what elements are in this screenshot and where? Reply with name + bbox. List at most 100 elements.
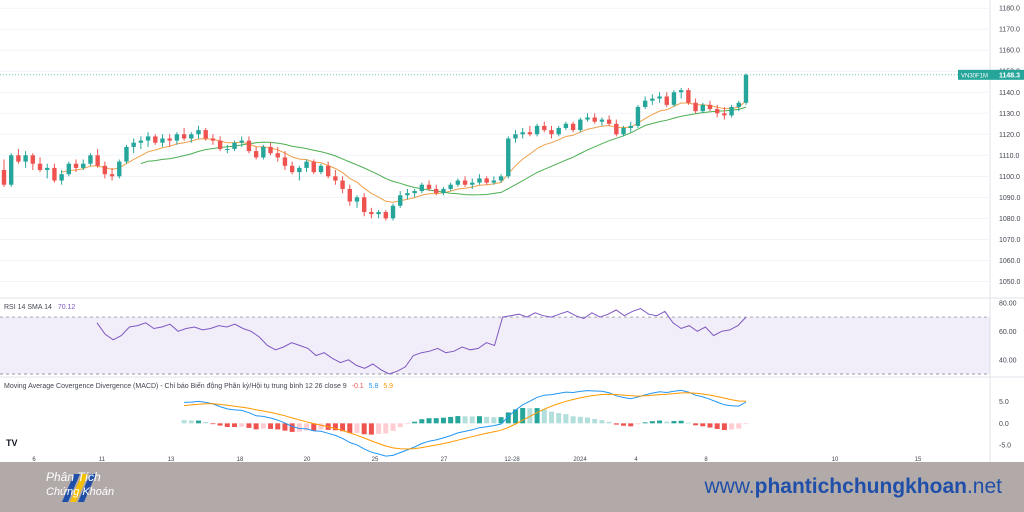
rsi-tick-label: 40.00 <box>999 357 1017 364</box>
macd-legend: Moving Average Covergence Divergence (MA… <box>4 383 393 390</box>
macd-histogram-bar <box>707 423 713 428</box>
candle-body <box>664 96 669 105</box>
macd-histogram-bar <box>592 418 598 424</box>
candle-body <box>117 161 122 177</box>
candle-body <box>167 138 172 141</box>
macd-histogram-bar <box>729 423 735 430</box>
candle-body <box>678 90 684 93</box>
chart-area[interactable]: 1180.01170.01160.01150.01140.01130.01120… <box>0 0 1024 462</box>
candle-body <box>174 134 180 141</box>
candle-body <box>405 193 410 196</box>
candle-body <box>325 165 331 177</box>
candle-body <box>304 161 309 168</box>
macd-histogram-bar <box>671 421 677 424</box>
macd-histogram-bar <box>649 421 655 424</box>
price-tick-label: 1130.0 <box>999 111 1020 118</box>
candle-body <box>81 163 86 168</box>
candle-body <box>16 155 21 162</box>
macd-histogram-bar <box>217 423 223 426</box>
price-tick-label: 1070.0 <box>999 237 1021 244</box>
candle-body <box>30 155 36 164</box>
macd-histogram-bar <box>743 423 749 425</box>
candle-body <box>210 138 216 141</box>
candle-body <box>743 74 749 103</box>
candle-body <box>1 170 7 185</box>
candle-body <box>556 127 561 135</box>
candle-body <box>419 184 425 192</box>
candle-body <box>153 136 158 143</box>
macd-histogram-bar <box>476 416 482 424</box>
macd-line <box>184 389 747 457</box>
macd-hist-value: -0.1 <box>351 383 364 390</box>
macd-histogram-bar <box>462 416 468 424</box>
candle-body <box>484 178 489 183</box>
macd-label: Moving Average Covergence Divergence (MA… <box>4 383 347 390</box>
candle-body <box>361 197 367 213</box>
candle-body <box>59 174 64 181</box>
candle-body <box>88 155 93 164</box>
candle-body <box>145 136 151 141</box>
macd-histogram-bar <box>340 423 346 432</box>
candle-body <box>109 174 115 177</box>
candle-body <box>707 104 713 110</box>
candle-body <box>289 165 295 173</box>
macd-tick-label: -5.0 <box>999 443 1011 450</box>
x-tick-label: 18 <box>237 457 244 462</box>
price-tick-label: 1050.0 <box>999 279 1021 286</box>
macd-histogram-bar <box>275 423 281 430</box>
macd-histogram-bar <box>628 423 634 427</box>
macd-histogram-bar <box>491 417 497 424</box>
candle-body <box>729 106 734 116</box>
macd-histogram-bar <box>361 423 367 435</box>
macd-histogram-bar <box>534 408 540 424</box>
macd-histogram-bar <box>354 423 360 433</box>
sma-line <box>140 106 747 196</box>
candle-body <box>563 123 569 128</box>
candle-body <box>354 197 360 202</box>
candle-body <box>606 119 612 124</box>
candle-body <box>513 134 518 139</box>
candle-body <box>73 163 79 168</box>
website-link[interactable]: www.phantichchungkhoan.net <box>704 475 1002 499</box>
chart-canvas[interactable]: 1180.01170.01160.01150.01140.01130.01120… <box>0 0 1024 462</box>
logo-icon <box>62 474 96 502</box>
candle-body <box>570 123 576 131</box>
macd-histogram-bar <box>570 416 576 424</box>
rsi-tick-label: 60.00 <box>999 329 1017 336</box>
candle-body <box>297 167 302 173</box>
macd-histogram-bar <box>282 423 288 431</box>
candle-body <box>369 212 374 215</box>
x-tick-label: 25 <box>372 457 379 462</box>
candle-body <box>52 167 57 181</box>
tradingview-icon: TV <box>6 438 18 448</box>
candle-body <box>383 212 389 219</box>
macd-histogram-bar <box>455 416 461 424</box>
last-price-label: 1148.3 <box>999 72 1020 79</box>
candle-body <box>131 142 136 147</box>
macd-histogram-bar <box>585 417 591 424</box>
macd-histogram-bar <box>304 423 310 431</box>
candle-body <box>671 92 677 105</box>
candle-body <box>477 178 482 183</box>
macd-histogram-bar <box>419 419 425 424</box>
candle-body <box>614 123 619 135</box>
candle-body <box>261 146 266 158</box>
rsi-value: 70.12 <box>57 304 76 311</box>
candle-body <box>434 188 439 194</box>
x-tick-label: 20 <box>304 457 311 462</box>
x-tick-label: 4 <box>634 457 638 462</box>
footer-banner: Phân Tích Chứng Khoán www.phantichchungk… <box>0 462 1024 512</box>
candle-body <box>23 155 28 162</box>
candle-body <box>412 191 417 194</box>
x-tick-label: 6 <box>32 457 36 462</box>
macd-histogram-bar <box>577 416 583 424</box>
logo-text-line2: Chứng Khoán <box>46 486 115 498</box>
rsi-tick-label: 80.00 <box>999 300 1017 307</box>
candle-body <box>599 119 605 122</box>
candle-body <box>635 106 641 126</box>
candle-body <box>181 134 187 139</box>
price-tick-label: 1060.0 <box>999 258 1021 265</box>
candle-body <box>95 155 100 166</box>
macd-histogram-bar <box>714 423 720 429</box>
macd-histogram-bar <box>736 423 742 429</box>
